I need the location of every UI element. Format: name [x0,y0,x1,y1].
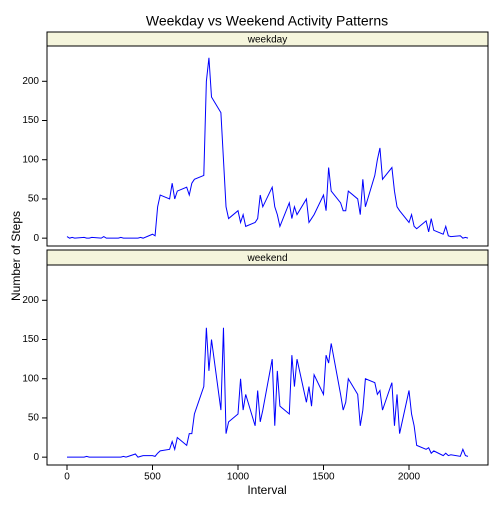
x-tick-label: 500 [144,472,161,483]
y-tick-label: 150 [22,334,39,345]
strip-label: weekday [247,35,287,46]
data-line [67,327,469,458]
y-tick-label: 100 [22,154,39,165]
x-tick-label: 2000 [398,472,421,483]
y-tick-label: 50 [28,194,40,205]
y-tick-label: 150 [22,115,39,126]
x-axis-label: Interval [247,483,286,497]
panel-frame [46,45,489,247]
x-tick-label: 1000 [227,472,250,483]
y-tick-label: 200 [22,76,39,87]
y-tick-label: 100 [22,373,39,384]
y-axis-label: Number of Steps [9,211,23,301]
x-tick-label: 1500 [312,472,335,483]
y-tick-label: 0 [33,233,39,244]
y-tick-label: 0 [33,452,39,463]
y-tick-label: 200 [22,295,39,306]
strip-label: weekend [246,253,287,264]
panel-frame [46,264,489,466]
data-line [66,57,469,239]
x-tick-label: 0 [64,472,70,483]
chart-title: Weekday vs Weekend Activity Patterns [146,13,388,29]
y-tick-label: 50 [28,413,40,424]
